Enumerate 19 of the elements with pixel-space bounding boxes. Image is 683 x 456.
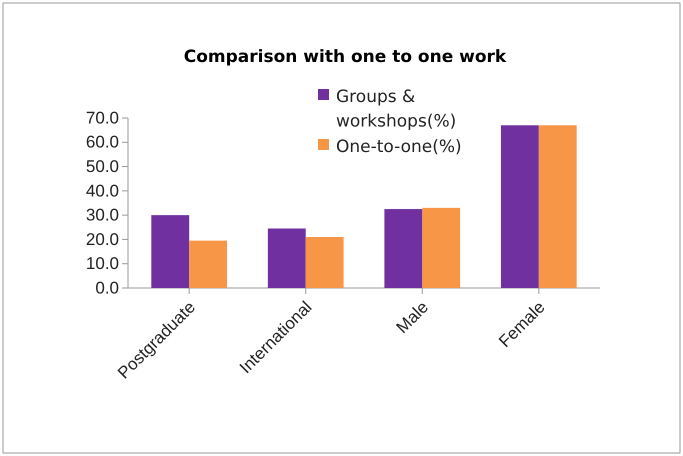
chart-title: Comparison with one to one work (184, 47, 507, 67)
y-tick-label: 40.0 (86, 181, 119, 200)
bar (306, 237, 344, 288)
y-tick-label: 60.0 (86, 132, 119, 152)
bar (268, 228, 306, 288)
legend-label: One-to-one(%) (336, 136, 462, 157)
bar (538, 125, 577, 288)
bar (151, 215, 190, 288)
y-tick-label: 70.0 (86, 108, 119, 128)
y-tick-label: 0.0 (95, 278, 119, 298)
y-tick-label: 10.0 (86, 254, 119, 274)
y-tick-label: 20.0 (86, 230, 119, 249)
y-tick-label: 30.0 (86, 206, 119, 225)
bar (189, 240, 228, 288)
legend-label: Groups & workshops(%) (336, 86, 456, 132)
y-tick-label: 50.0 (86, 157, 119, 176)
bar (384, 209, 422, 288)
bar (422, 208, 460, 288)
bar (500, 125, 539, 288)
